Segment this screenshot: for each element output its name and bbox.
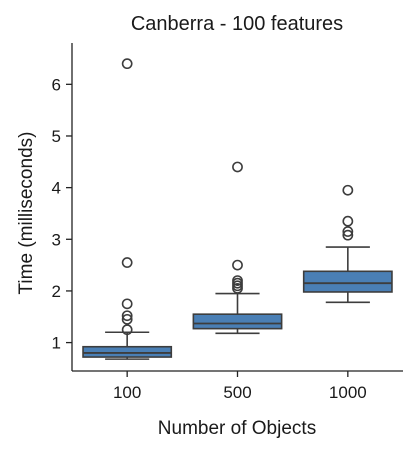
outlier-point — [121, 58, 133, 70]
x-tick-label: 100 — [113, 383, 141, 402]
y-tick-label: 3 — [52, 230, 61, 249]
x-tick-label: 500 — [223, 383, 251, 402]
outlier-point — [121, 313, 133, 325]
outlier-point — [232, 259, 243, 271]
outlier-point — [121, 298, 133, 310]
y-tick-label: 1 — [52, 334, 61, 353]
outlier-point — [342, 184, 354, 196]
outlier-point — [121, 310, 133, 322]
y-axis-label: Time (milliseconds) — [16, 132, 37, 295]
y-tick-label: 4 — [52, 179, 61, 198]
outlier-point — [342, 229, 354, 241]
y-tick-label: 6 — [52, 75, 61, 94]
outlier-point — [232, 161, 243, 173]
y-tick-label: 5 — [52, 127, 61, 146]
box-iqr — [192, 313, 283, 330]
outlier-point — [121, 257, 133, 268]
outlier-point — [121, 324, 133, 336]
chart-title: Canberra - 100 features — [131, 13, 343, 35]
outlier-point — [342, 226, 354, 237]
x-tick-label: 1000 — [329, 383, 367, 402]
box-iqr — [302, 270, 393, 293]
y-tick-label: 2 — [52, 282, 61, 301]
outlier-point — [342, 215, 354, 227]
x-axis-label: Number of Objects — [158, 418, 316, 439]
box-iqr — [82, 345, 173, 358]
plot-area: 1 2 3 4 5 6 100 500 1000 — [52, 43, 403, 402]
outlier-point — [232, 275, 243, 287]
